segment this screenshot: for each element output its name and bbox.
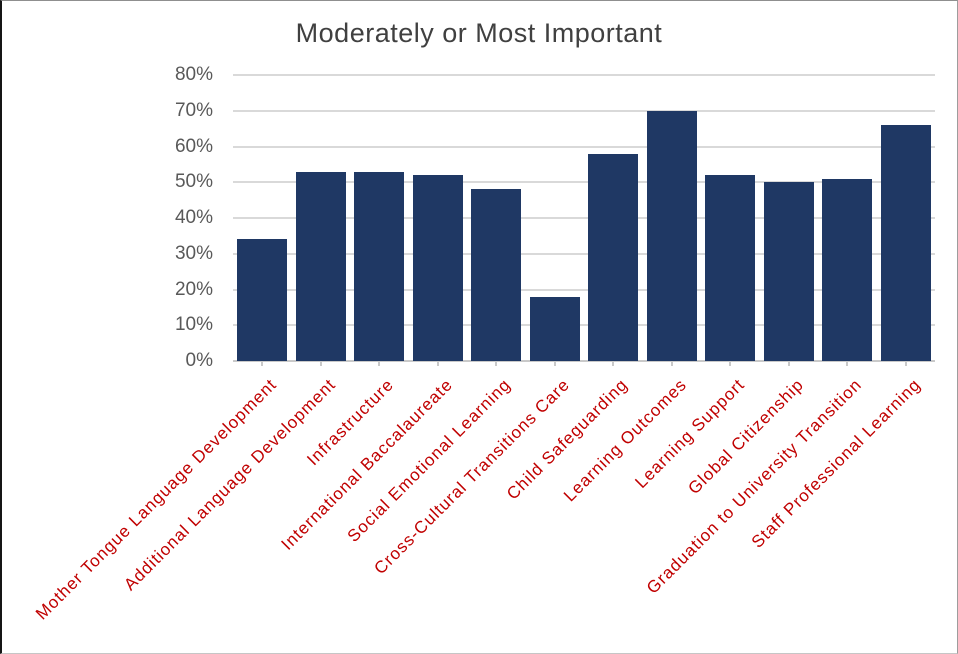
x-axis-category-label: Learning Support: [631, 375, 749, 492]
bar: [295, 172, 346, 361]
y-axis-tick-label: 40%: [174, 207, 213, 228]
x-axis-tick-mark: [670, 361, 673, 366]
gridline: [233, 181, 935, 184]
x-axis-category-label: Mother Tongue Language Development: [32, 375, 281, 624]
y-axis-tick-label: 20%: [174, 278, 213, 300]
gridline: [233, 217, 935, 219]
gridline: [233, 109, 935, 112]
x-axis-line: [233, 360, 935, 362]
plot-area: [233, 74, 935, 362]
bar: [705, 175, 756, 361]
y-axis-tick-label: 30%: [174, 242, 213, 264]
gridline: [233, 324, 935, 327]
y-axis-tick-label: 0%: [185, 350, 213, 371]
x-axis-tick-mark: [378, 361, 381, 366]
bar: [588, 154, 639, 361]
y-axis-tick-label: 10%: [174, 314, 213, 336]
bar: [412, 175, 463, 361]
x-axis-tick-mark: [495, 361, 498, 366]
gridline: [233, 288, 935, 291]
x-axis-tick-mark: [729, 361, 732, 366]
x-axis-tick-mark: [787, 361, 790, 366]
x-axis-category-label: Graduation to University Transition: [643, 375, 866, 598]
gridline: [233, 74, 935, 76]
bar: [471, 189, 522, 361]
x-axis-tick-mark: [553, 361, 556, 366]
x-axis-tick-mark: [846, 361, 849, 366]
bar: [354, 172, 405, 361]
x-axis-tick-mark: [904, 361, 907, 366]
y-axis-tick-label: 80%: [174, 64, 213, 85]
x-axis-category-label: Additional Language Development: [120, 375, 340, 595]
bar: [822, 179, 873, 361]
bar: [763, 182, 814, 361]
x-axis-tick-mark: [436, 361, 439, 366]
y-axis-tick-label: 70%: [174, 99, 213, 121]
x-axis-tick-mark: [319, 361, 322, 366]
bar: [529, 297, 580, 361]
bar: [237, 239, 288, 361]
x-axis-tick-mark: [261, 361, 264, 366]
gridline: [233, 252, 935, 255]
y-axis-tick-label: 50%: [174, 171, 213, 193]
gridline: [233, 145, 935, 148]
bar: [646, 111, 697, 361]
bar: [880, 125, 931, 361]
x-axis-tick-mark: [612, 361, 615, 366]
chart-title: Moderately or Most Important: [295, 18, 663, 48]
y-axis-tick-label: 60%: [174, 135, 213, 157]
